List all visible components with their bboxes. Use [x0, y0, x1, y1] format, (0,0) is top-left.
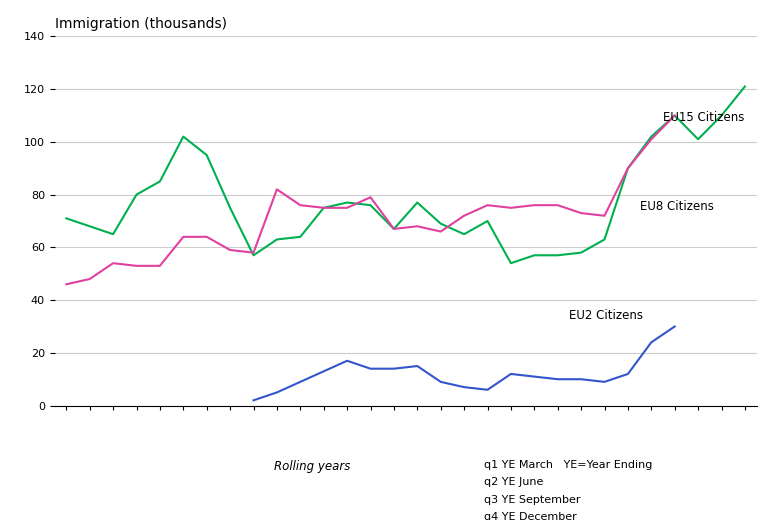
Text: EU2 Citizens: EU2 Citizens [569, 308, 644, 321]
Text: EU15 Citizens: EU15 Citizens [663, 111, 744, 124]
Text: Immigration (thousands): Immigration (thousands) [55, 17, 227, 31]
Text: q1 YE March   YE=Year Ending: q1 YE March YE=Year Ending [484, 460, 652, 470]
Text: Rolling years: Rolling years [274, 460, 350, 473]
Text: q4 YE December: q4 YE December [484, 512, 576, 520]
Text: EU8 Citizens: EU8 Citizens [640, 200, 714, 213]
Text: q3 YE September: q3 YE September [484, 495, 580, 504]
Text: q2 YE June: q2 YE June [484, 477, 543, 487]
